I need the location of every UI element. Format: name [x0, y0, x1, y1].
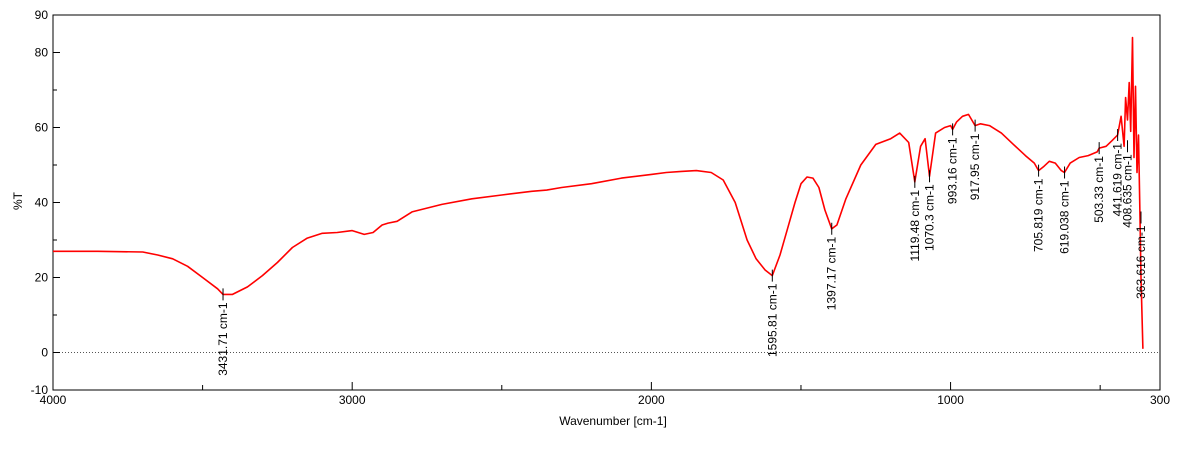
x-tick-label: 2000 [638, 393, 665, 407]
spectrum-series [53, 36, 1144, 349]
spectrum-line [53, 36, 1144, 349]
y-tick-label: 40 [35, 196, 49, 210]
peak-label: 1397.17 cm-1 [825, 236, 839, 310]
peak-label: 917.95 cm-1 [968, 133, 982, 200]
peak-label: 503.33 cm-1 [1092, 156, 1106, 223]
peak-label: 363.616 cm-1 [1134, 225, 1148, 299]
peak-label: 1119.48 cm-1 [908, 190, 922, 262]
peak-annotations: 3431.71 cm-1 1595.81 cm-1 1397.17 cm-1 1119… [216, 119, 1148, 376]
y-tick-label: -10 [31, 383, 49, 397]
y-tick-label: 0 [41, 346, 48, 360]
x-tick-label: 300 [1150, 393, 1170, 407]
peak-label: 3431.71 cm-1 [216, 302, 230, 376]
peak-label: 1595.81 cm-1 [765, 283, 779, 357]
x-axis-title: Wavenumber [cm-1] [559, 414, 667, 428]
x-tick-label: 1000 [937, 393, 964, 407]
y-tick-label: 80 [35, 46, 49, 60]
x-tick-label: 4000 [40, 393, 67, 407]
peak-label: 705.819 cm-1 [1032, 178, 1046, 252]
y-axis-ticks: -10 0 20 40 60 80 90 [31, 8, 60, 397]
peak-label: 993.16 cm-1 [946, 137, 960, 204]
peak-label: 408.635 cm-1 [1121, 154, 1135, 228]
x-tick-label: 3000 [339, 393, 366, 407]
peak-label: 619.038 cm-1 [1058, 180, 1072, 254]
y-tick-label: 20 [35, 271, 49, 285]
y-tick-label: 60 [35, 121, 49, 135]
y-tick-label: 90 [35, 8, 49, 22]
peak-label: 1070.3 cm-1 [923, 184, 937, 251]
x-axis-ticks: 4000 3000 2000 1000 300 [40, 382, 1170, 407]
y-axis-title: %T [11, 191, 25, 210]
peak-label: 441.619 cm-1 [1111, 143, 1125, 217]
